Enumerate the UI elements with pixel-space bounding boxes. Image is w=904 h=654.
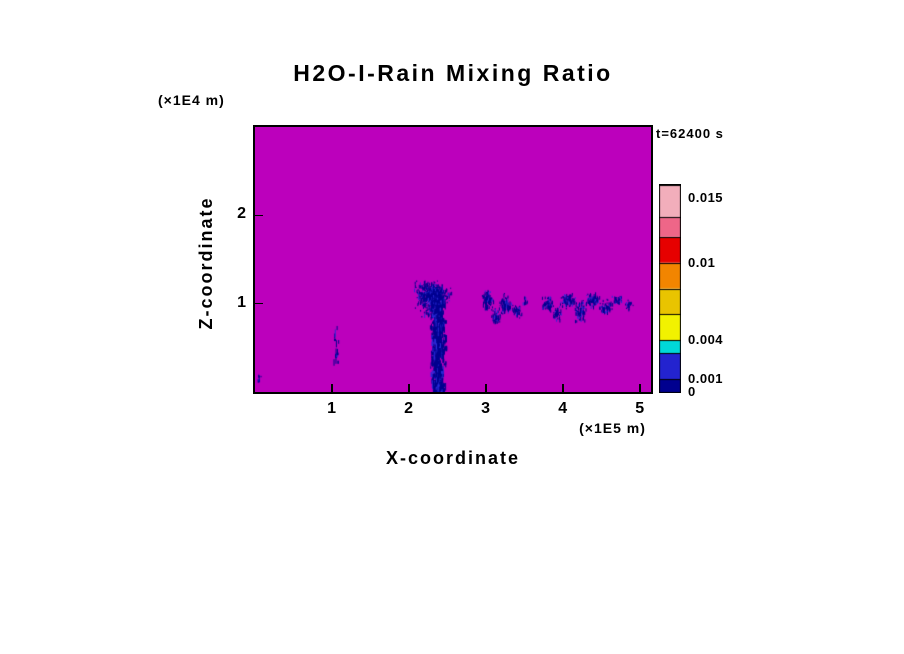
- colorbar-tick-label: 0.015: [688, 189, 724, 205]
- heatmap-canvas: [255, 127, 651, 392]
- x-tick: [408, 384, 410, 392]
- x-tick-label: 4: [558, 400, 569, 417]
- x-tick-label: 2: [404, 400, 415, 417]
- colorbar-tick-label: 0.004: [688, 332, 724, 348]
- x-tick-label: 5: [635, 400, 646, 417]
- x-axis-unit: (×1E5 m): [579, 420, 646, 436]
- z-tick: [255, 302, 263, 305]
- z-axis-unit: (×1E4 m): [158, 92, 225, 108]
- x-tick: [485, 384, 487, 392]
- x-tick: [331, 384, 333, 392]
- colorbar: [659, 184, 681, 393]
- colorbar-tick-label: 0.01: [688, 254, 716, 270]
- colorbar-tick-label: 0.001: [688, 371, 724, 387]
- z-axis-label: Z-coordinate: [196, 196, 216, 330]
- z-tick-label: 1: [237, 293, 247, 311]
- chart-title: H2O-I-Rain Mixing Ratio: [293, 60, 613, 86]
- time-label: t=62400 s: [656, 126, 724, 141]
- colorbar-tick-label: 0: [688, 384, 696, 399]
- x-tick: [562, 384, 564, 392]
- x-tick-label: 1: [327, 400, 337, 417]
- z-tick-label: 2: [237, 205, 247, 223]
- z-tick: [255, 214, 263, 217]
- x-tick: [639, 384, 641, 392]
- x-axis-label: X-coordinate: [385, 448, 520, 468]
- x-tick-label: 3: [481, 400, 492, 417]
- plot-frame: [253, 125, 653, 394]
